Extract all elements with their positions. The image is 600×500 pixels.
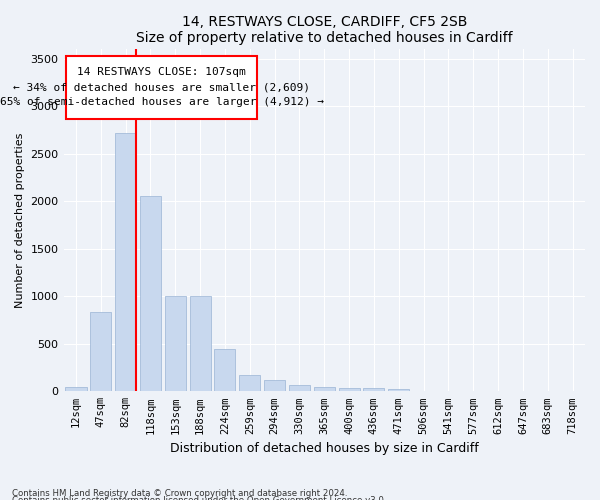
Bar (289, 385, 310, 392)
Y-axis label: Number of detached properties: Number of detached properties (15, 132, 25, 308)
Bar (239, 374, 260, 392)
Bar (388, 389, 409, 392)
X-axis label: Distribution of detached houses by size in Cardiff: Distribution of detached houses by size … (170, 442, 479, 455)
Bar (190, 296, 211, 392)
Bar (364, 388, 385, 392)
Bar (314, 387, 335, 392)
Text: 14 RESTWAYS CLOSE: 107sqm
← 34% of detached houses are smaller (2,609)
65% of se: 14 RESTWAYS CLOSE: 107sqm ← 34% of detac… (0, 68, 323, 107)
Bar (90, 312, 112, 392)
Bar (165, 296, 186, 392)
Bar (413, 390, 434, 392)
Bar (214, 348, 235, 392)
Bar (338, 388, 359, 392)
Bar (264, 380, 285, 392)
Title: 14, RESTWAYS CLOSE, CARDIFF, CF5 2SB
Size of property relative to detached house: 14, RESTWAYS CLOSE, CARDIFF, CF5 2SB Siz… (136, 15, 512, 45)
Bar (65, 386, 86, 392)
Bar (115, 133, 136, 392)
Text: Contains public sector information licensed under the Open Government Licence v3: Contains public sector information licen… (12, 496, 386, 500)
Text: Contains HM Land Registry data © Crown copyright and database right 2024.: Contains HM Land Registry data © Crown c… (12, 488, 347, 498)
Bar (140, 196, 161, 392)
